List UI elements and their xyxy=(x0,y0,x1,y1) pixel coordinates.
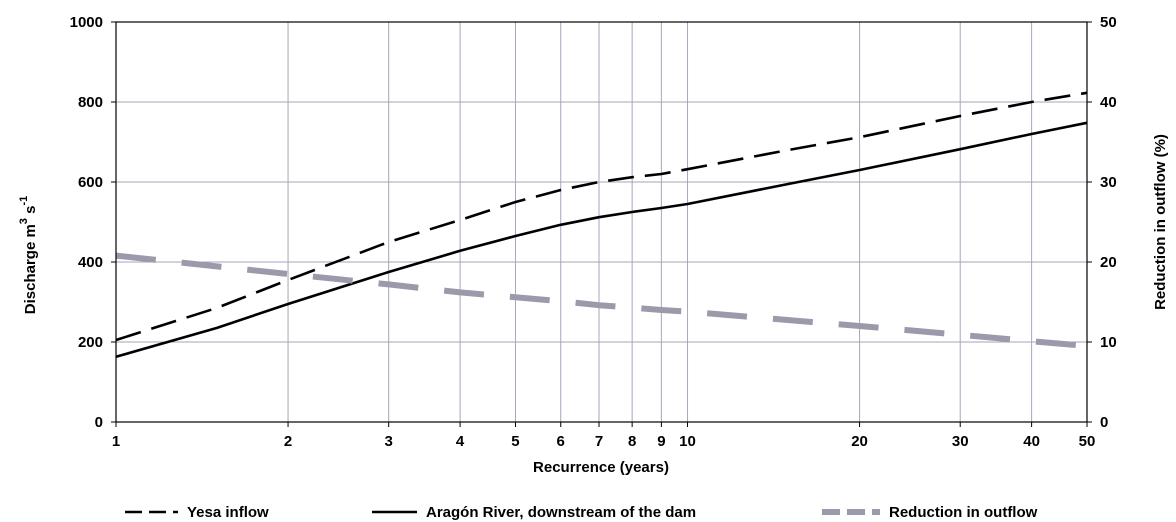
ticks: 1 2 3 4 5 6 7 8 9 10 20 30 40 50020040060080010000102… xyxy=(70,14,1117,450)
x-tick-label: 40 xyxy=(1023,433,1040,450)
y-tick-label: 800 xyxy=(78,94,103,111)
legend-label-yesa: Yesa inflow xyxy=(187,504,269,521)
y2-tick-label: 20 xyxy=(1100,254,1117,271)
y2-tick-label: 30 xyxy=(1100,174,1117,191)
legend: Yesa inflow Aragón River, downstream of … xyxy=(125,504,1038,521)
series-line-reduction-in-outflow xyxy=(115,252,1088,349)
legend-label-aragon: Aragón River, downstream of the dam xyxy=(426,504,696,521)
x-tick-label: 20 xyxy=(851,433,868,450)
y2-tick-label: 10 xyxy=(1100,334,1117,351)
x-tick-label: 30 xyxy=(952,433,969,450)
x-tick-label: 6 xyxy=(557,433,565,450)
y-axis-title-mid: s xyxy=(22,206,39,219)
x-tick-label: 3 xyxy=(385,433,393,450)
y-tick-label: 0 xyxy=(95,414,103,431)
x-tick-label: 5 xyxy=(511,433,519,450)
x-tick-label: 7 xyxy=(595,433,603,450)
legend-label-reduction: Reduction in outflow xyxy=(889,504,1038,521)
y2-tick-label: 40 xyxy=(1100,94,1117,111)
legend-item-reduction: Reduction in outflow xyxy=(822,504,1038,521)
y2-axis-title: Reduction in outflow (%) xyxy=(1152,134,1169,310)
x-tick-label: 9 xyxy=(657,433,665,450)
series-layer xyxy=(115,91,1088,359)
x-tick-label: 2 xyxy=(284,433,292,450)
legend-item-aragon: Aragón River, downstream of the dam xyxy=(372,504,696,521)
y-tick-label: 400 xyxy=(78,254,103,271)
plot-frame xyxy=(115,21,1088,423)
x-axis-title: Recurrence (years) xyxy=(533,459,669,476)
x-tick-label: 1 xyxy=(112,433,120,450)
x-tick-label: 10 xyxy=(679,433,696,450)
y2-tick-label: 0 xyxy=(1100,414,1108,431)
series-line-aragon-river xyxy=(115,121,1088,359)
x-tick-label: 4 xyxy=(456,433,465,450)
series-line-yesa-inflow xyxy=(115,91,1088,342)
y-axis-title: Discharge m3 s-1 xyxy=(18,196,39,314)
y-tick-label: 1000 xyxy=(70,14,103,31)
legend-item-yesa: Yesa inflow xyxy=(125,504,269,521)
y-axis-title-sup2: -1 xyxy=(18,196,30,206)
y-tick-label: 200 xyxy=(78,334,103,351)
x-tick-label: 8 xyxy=(628,433,636,450)
y-tick-label: 600 xyxy=(78,174,103,191)
y2-tick-label: 50 xyxy=(1100,14,1117,31)
y-axis-title-base: Discharge m xyxy=(22,224,39,314)
x-tick-label: 50 xyxy=(1079,433,1096,450)
y-axis-title-sup1: 3 xyxy=(18,218,30,224)
grid xyxy=(115,21,1088,423)
